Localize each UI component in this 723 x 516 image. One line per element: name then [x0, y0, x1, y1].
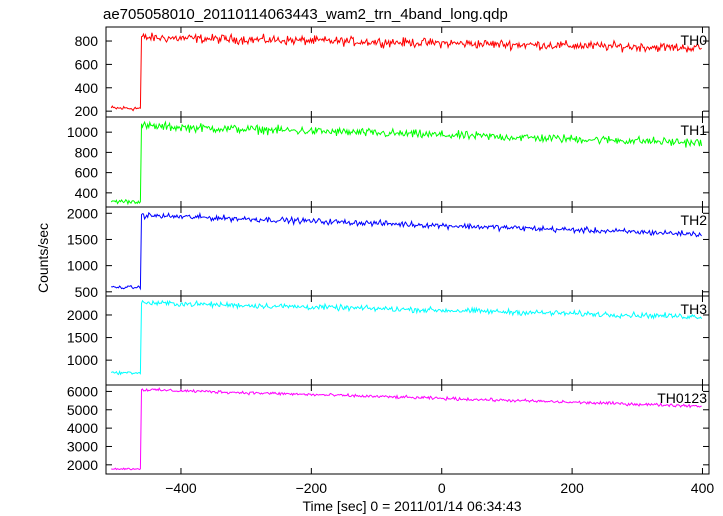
- panels-group: 200 400 600 800 TH0 400 600 800 1000 TH1 500 1000 15…: [67, 26, 710, 475]
- panel-frame: [105, 206, 710, 297]
- panel-label-th3: TH3: [681, 301, 708, 317]
- series-th2: [111, 211, 702, 291]
- y-axis-label: Counts/sec: [35, 223, 51, 293]
- y-tick-label: 400: [75, 80, 99, 96]
- y-tick-label: 4000: [67, 420, 98, 436]
- x-tick-label: −400: [165, 480, 197, 496]
- y-tick-label: 500: [75, 284, 99, 300]
- panel-th0123: 2000 3000 4000 5000 6000 TH0123: [67, 383, 710, 475]
- y-tick-label: 1000: [67, 124, 98, 140]
- panel-th3: 1000 1500 2000 TH3: [67, 295, 710, 386]
- panel-label-th0123: TH0123: [657, 390, 707, 406]
- y-tick-label: 800: [75, 33, 99, 49]
- panel-th2: 500 1000 1500 2000 TH2: [67, 205, 710, 300]
- series-th0: [110, 32, 702, 112]
- panel-th1: 400 600 800 1000 TH1: [67, 116, 710, 208]
- y-tick-label: 1500: [67, 330, 98, 346]
- series-th0123: [111, 387, 702, 471]
- panel-label-th1: TH1: [681, 122, 708, 138]
- x-axis-label: Time [sec] 0 = 2011/01/14 06:34:43: [302, 498, 521, 514]
- y-tick-label: 600: [75, 56, 99, 72]
- y-tick-label: 200: [75, 103, 99, 119]
- panel-label-th0: TH0: [681, 32, 708, 48]
- y-tick-label: 1000: [67, 352, 98, 368]
- x-tick-label: 0: [438, 480, 446, 496]
- y-tick-label: 400: [75, 185, 99, 201]
- y-tick-label: 3000: [67, 438, 98, 454]
- y-tick-label: 5000: [67, 402, 98, 418]
- y-tick-label: 1500: [67, 231, 98, 247]
- y-tick-label: 6000: [67, 383, 98, 399]
- y-tick-label: 2000: [67, 307, 98, 323]
- series-th3: [110, 299, 703, 376]
- panel-label-th2: TH2: [681, 212, 708, 228]
- panel-frame: [105, 384, 710, 475]
- chart-title: ae705058010_20110114063443_wam2_trn_4ban…: [103, 6, 508, 23]
- y-tick-label: 800: [75, 144, 99, 160]
- x-axis: −400 −200 0 200 400: [165, 480, 714, 496]
- y-tick-label: 600: [75, 165, 99, 181]
- x-tick-label: 400: [691, 480, 715, 496]
- y-tick-label: 2000: [67, 457, 98, 473]
- x-tick-label: −200: [296, 480, 328, 496]
- x-tick-label: 200: [560, 480, 584, 496]
- panel-th0: 200 400 600 800 TH0: [75, 26, 710, 119]
- series-th1: [110, 120, 703, 206]
- y-tick-label: 2000: [67, 205, 98, 221]
- y-tick-label: 1000: [67, 258, 98, 274]
